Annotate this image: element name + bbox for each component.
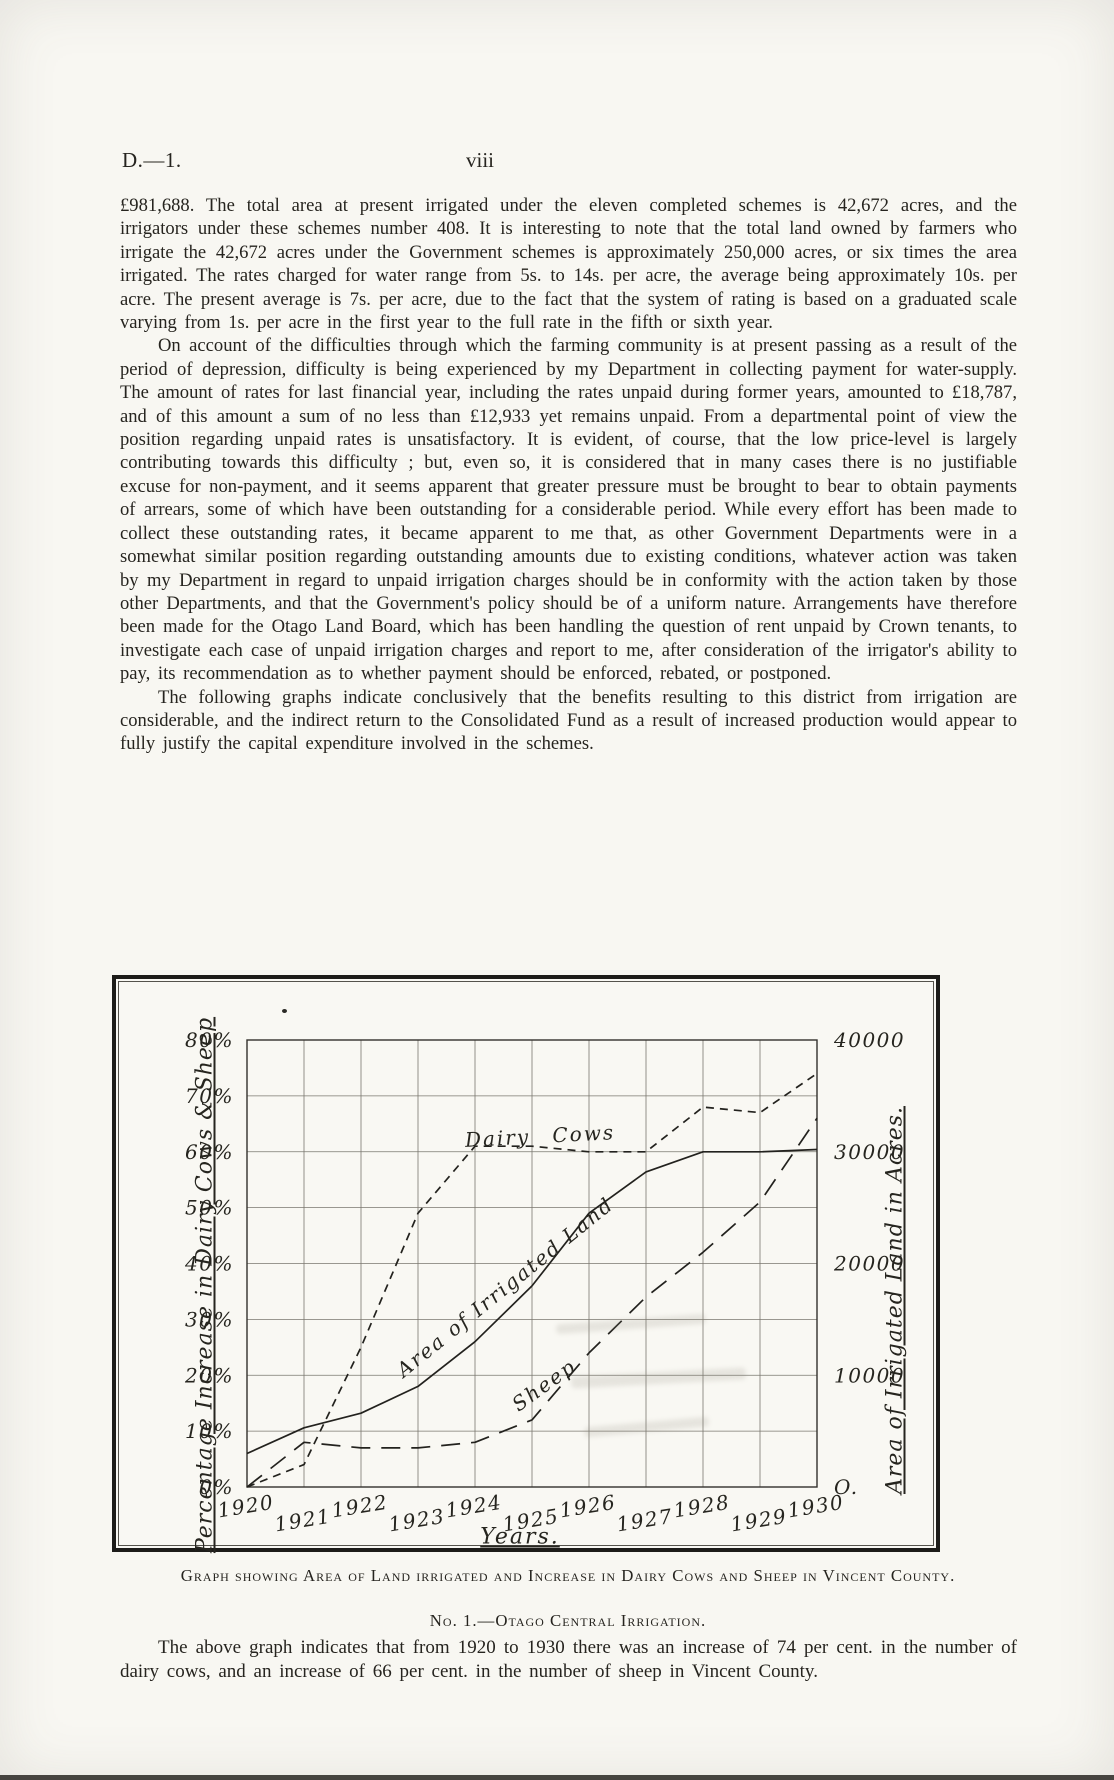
left-axis-tick: 40% (184, 1252, 234, 1276)
paragraph-graphs-intro: The following graphs indicate conclusive… (120, 686, 1017, 755)
paragraph-unpaid-rates: On account of the difficulties through w… (120, 335, 1017, 685)
x-axis-label: Years. (480, 1524, 560, 1550)
year-tick: 1923 (387, 1504, 447, 1537)
left-axis-tick: 30% (185, 1307, 234, 1331)
series-area-of-irrigated-land (246, 1148, 818, 1455)
irrigation-chart: 80% 70% 60% 50% 40% 30% 20% 10% 0% 40000 30000 2000… (184, 1028, 905, 1537)
scan-edge-artifact (0, 1775, 1114, 1780)
plot-frame (246, 1039, 818, 1488)
right-axis-label: Area of Irrigated Land in Acres. (882, 1105, 908, 1495)
left-axis-label: Percentage Increase in Dairy Cows & Shee… (192, 1016, 218, 1554)
year-tick: 1930 (786, 1490, 846, 1523)
left-axis-tick: 0% (199, 1475, 234, 1499)
figure-caption: Graph showing Area of Land irrigated and… (180, 1566, 956, 1585)
year-tick: 1928 (672, 1490, 732, 1523)
closing-text: The above graph indicates that from 1920… (120, 1636, 1017, 1683)
document-reference: D.—1. (122, 148, 182, 172)
right-axis-tick: 40000 (833, 1028, 905, 1052)
year-tick: 1929 (729, 1504, 789, 1537)
year-tick: 1924 (444, 1490, 504, 1523)
ink-blemish-dot (282, 1009, 287, 1013)
year-tick: 1927 (615, 1504, 675, 1537)
year-tick: 1921 (273, 1504, 333, 1537)
body-text: £981,688. The total area at present irri… (120, 194, 1017, 756)
closing-paragraph: The above graph indicates that from 1920… (120, 1637, 1017, 1682)
paragraph-irrigation-summary: £981,688. The total area at present irri… (120, 195, 1017, 334)
figure-chart-box: 80% 70% 60% 50% 40% 30% 20% 10% 0% 40000 30000 2000… (112, 975, 940, 1554)
left-axis-tick: 80% (185, 1028, 234, 1052)
year-tick: 1922 (330, 1490, 390, 1523)
year-tick: 1926 (558, 1490, 618, 1523)
right-axis-tick: O. (834, 1475, 859, 1499)
left-axis-tick: 60% (185, 1140, 234, 1164)
left-axis-tick: 20% (184, 1363, 234, 1387)
right-axis-tick: 20000 (833, 1252, 905, 1276)
right-axis-tick: 30000 (834, 1140, 905, 1164)
left-axis-tick: 70% (185, 1084, 234, 1108)
figure-number: No. 1.—Otago Central Irrigation. (429, 1611, 707, 1630)
page-number: viii (465, 148, 494, 172)
right-axis-tick: 10000 (834, 1363, 905, 1387)
series-dairy-cows (246, 1072, 818, 1488)
left-axis-tick: 50% (185, 1196, 234, 1220)
left-axis-tick: 10% (185, 1419, 234, 1443)
series-sheep (246, 1117, 818, 1488)
page-header: D.—1. viii (0, 148, 1114, 176)
